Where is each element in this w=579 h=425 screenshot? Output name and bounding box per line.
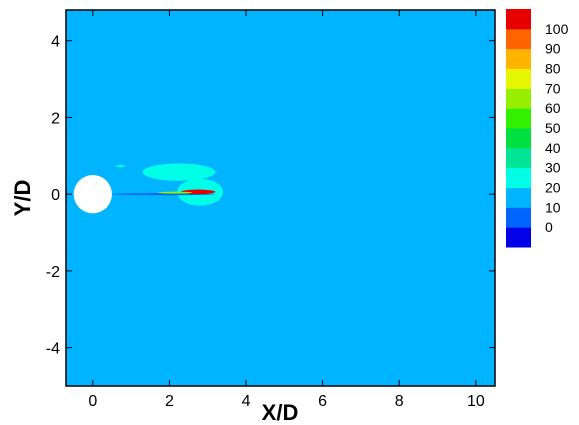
colorbar-label: 70 [545, 80, 561, 96]
plot-frame [65, 9, 496, 387]
colorbar-label: 50 [545, 120, 561, 136]
y-tick-label: -4 [46, 341, 60, 358]
x-tick-label: 0 [88, 393, 97, 410]
colorbar-bin [506, 108, 531, 129]
colorbar-bin [506, 128, 531, 149]
colorbar-label: 40 [545, 140, 561, 156]
colorbar-bin [506, 9, 531, 30]
colorbar-label: 100 [545, 21, 569, 37]
x-tick-label: 2 [165, 393, 174, 410]
colorbar-legend: 0 10 20 30 40 50 60 70 80 90 100 [506, 9, 569, 248]
y-axis-label: Y/D [10, 180, 35, 217]
x-tick-label: 4 [242, 393, 251, 410]
colorbar-label: 60 [545, 100, 561, 116]
colorbar-label: 90 [545, 41, 561, 57]
colorbar-bin [506, 147, 531, 169]
cylinder-body [73, 175, 112, 214]
x-tick-label: 8 [395, 393, 404, 410]
colorbar-bin [506, 187, 531, 208]
colorbar-bin [506, 88, 531, 109]
colorbar-label: 20 [545, 180, 561, 196]
y-axis-ticks: -4 -2 0 2 4 [46, 34, 495, 358]
colorbar-bin [506, 167, 531, 188]
x-axis-ticks: 0 2 4 6 8 10 [88, 10, 485, 410]
x-axis-label: X/D [262, 400, 299, 425]
colorbar-bin [506, 207, 531, 228]
wake-upper-shear-band [142, 163, 216, 181]
x-tick-label: 6 [318, 393, 327, 410]
y-tick-label: 4 [51, 34, 60, 51]
colorbar-bin [506, 48, 531, 69]
colorbar-bin [506, 227, 531, 248]
colorbar-bin [506, 68, 531, 89]
wake-centerline-mid [157, 191, 193, 194]
colorbar-label: 0 [545, 219, 553, 235]
x-tick-label: 10 [467, 393, 485, 410]
y-tick-label: 2 [51, 110, 60, 127]
y-tick-label: -2 [46, 264, 60, 281]
colorbar-label: 10 [545, 199, 561, 215]
plot-background [66, 10, 495, 386]
wake-small-upstream-patch [115, 165, 126, 168]
colorbar-label: 30 [545, 160, 561, 176]
wake-features [111, 163, 224, 206]
colorbar-label: 80 [545, 61, 561, 77]
colorbar-bin [506, 28, 531, 50]
y-tick-label: 0 [51, 187, 60, 204]
